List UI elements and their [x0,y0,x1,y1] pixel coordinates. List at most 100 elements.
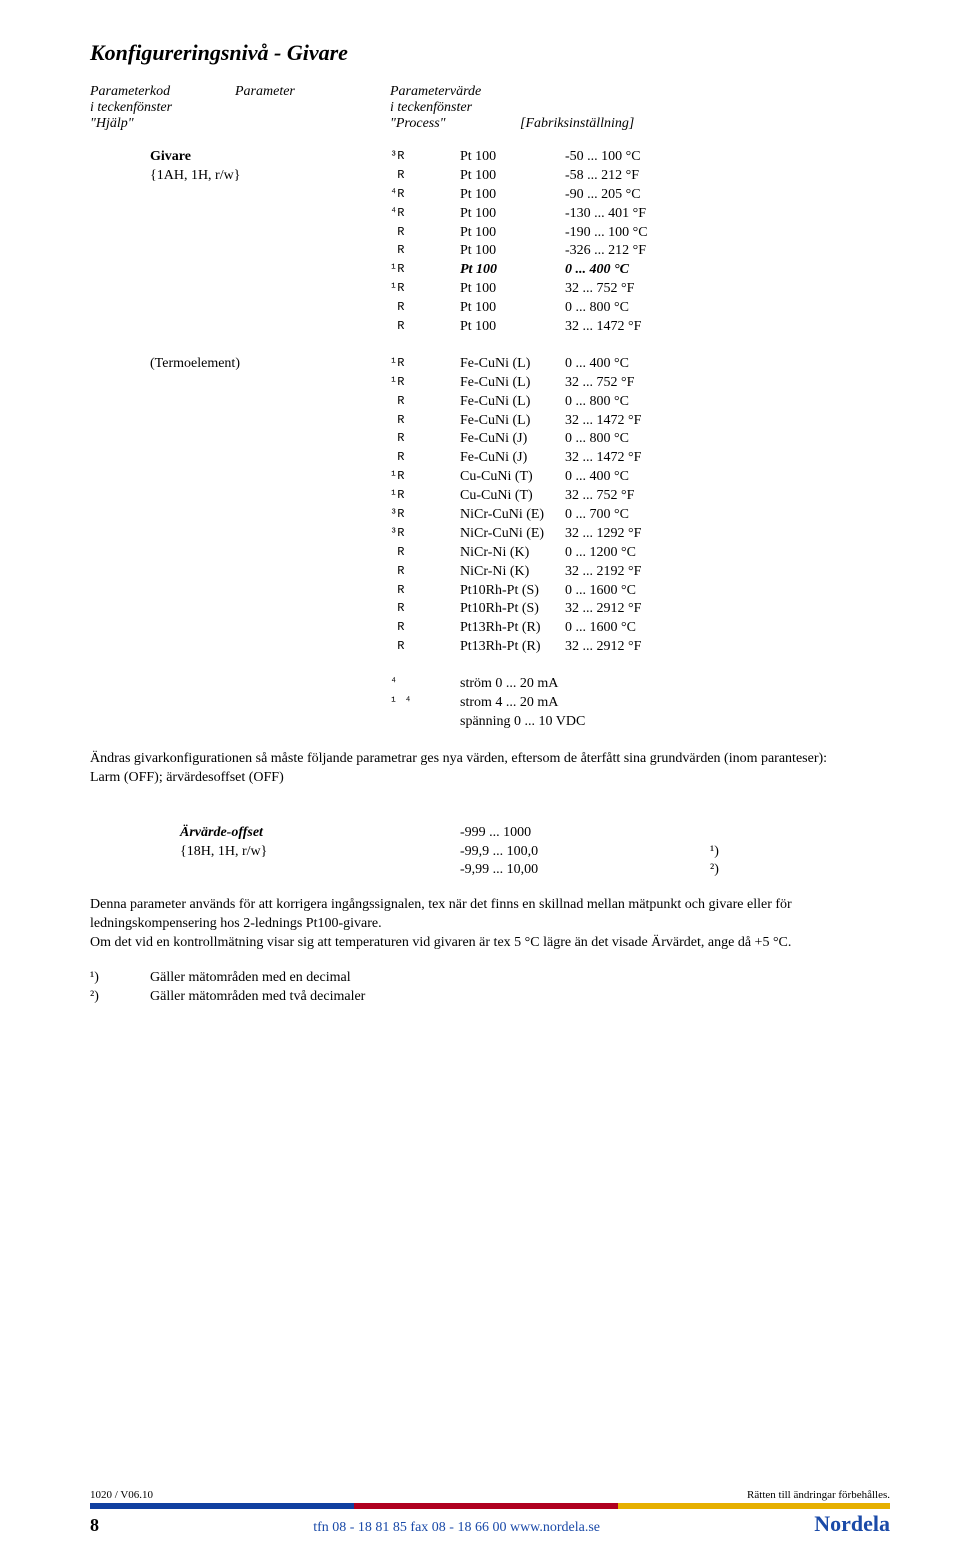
sensor-type: Pt10Rh-Pt (S) [460,582,565,601]
sensor-type: Pt 100 [460,242,565,261]
param-name [150,430,390,449]
range: 0 ... 1600 °C [565,582,636,601]
sensor-type: NiCr-Ni (K) [460,563,565,582]
sensor-type: Cu-CuNi (T) [460,487,565,506]
range: 0 ... 1200 °C [565,544,636,563]
header-paramkod: Parameterkod [90,84,235,100]
range: -58 ... 212 °F [565,167,639,186]
givare-row: R Pt 100 -326 ... 212 °F [150,242,890,261]
termo-row: R Pt13Rh-Pt (R) 0 ... 1600 °C [150,619,890,638]
footer-contact: tfn 08 - 18 81 85 fax 08 - 18 66 00 www.… [313,1520,600,1536]
code-cell: R [390,318,460,337]
code-cell: R [390,449,460,468]
offset-note: ²) [710,861,719,880]
offset-paragraph: Denna parameter används för att korriger… [90,896,890,953]
range: -50 ... 100 °C [565,148,641,167]
code-cell: ¹R [390,468,460,487]
code-cell: R [390,299,460,318]
code-cell: R [390,412,460,431]
param-name [150,186,390,205]
termo-row: ³R NiCr-CuNi (E) 32 ... 1292 °F [150,525,890,544]
signal-row: ⁴ ström 0 ... 20 mA [150,675,890,694]
offset-range: -99,9 ... 100,0 [460,843,710,862]
footer-page-number: 8 [90,1515,99,1536]
sensor-type: Pt 100 [460,280,565,299]
sensor-type: Pt 100 [460,167,565,186]
footer-docid: 1020 / V06.10 [90,1489,153,1501]
page-footer: 1020 / V06.10 Rätten till ändringar förb… [0,1489,960,1557]
signal-row: spänning 0 ... 10 VDC [150,713,890,732]
code-cell: ¹R [390,280,460,299]
range: -326 ... 212 °F [565,242,646,261]
footnote: ¹) Gäller mätområden med en decimal [90,969,890,988]
range: 0 ... 800 °C [565,430,629,449]
termo-row: R NiCr-Ni (K) 32 ... 2192 °F [150,563,890,582]
code-cell: ⁴R [390,186,460,205]
termo-row: R Fe-CuNi (J) 32 ... 1472 °F [150,449,890,468]
signal-text: ström 0 ... 20 mA [460,675,558,694]
sensor-type: Fe-CuNi (L) [460,355,565,374]
note-paragraph: Ändras givarkonfigurationen så måste föl… [90,750,890,788]
sensor-type: Fe-CuNi (J) [460,449,565,468]
range: 0 ... 400 °C [565,355,629,374]
sensor-type: Fe-CuNi (J) [460,430,565,449]
code-cell: R [390,563,460,582]
offset-row: {18H, 1H, r/w} -99,9 ... 100,0 ¹) [180,843,890,862]
givare-row: R Pt 100 32 ... 1472 °F [150,318,890,337]
code-cell: ³R [390,525,460,544]
offset-range: -9,99 ... 10,00 [460,861,710,880]
header-paramkod-3: "Hjälp" [90,116,235,132]
signal-text: strom 4 ... 20 mA [460,694,558,713]
givare-row: ⁴R Pt 100 -130 ... 401 °F [150,205,890,224]
footnotes: ¹) Gäller mätområden med en decimal ²) G… [90,969,890,1007]
code-cell: R [390,430,460,449]
offset-range: -999 ... 1000 [460,824,710,843]
header-paramkod-2: i teckenfönster [90,100,235,116]
code-cell: ⁴ [390,675,460,694]
sensor-type: Pt 100 [460,148,565,167]
param-name [150,261,390,280]
header-paramvarde-2: i teckenfönster [390,100,520,116]
footer-rights: Rätten till ändringar förbehålles. [747,1489,890,1501]
param-name [150,374,390,393]
header-paramvarde-3: "Process" [390,116,520,132]
code-cell: ¹R [390,487,460,506]
sensor-type: Pt 100 [460,186,565,205]
param-name [150,544,390,563]
offset-row: Ärvärde-offset -999 ... 1000 [180,824,890,843]
param-name [150,468,390,487]
range: -190 ... 100 °C [565,224,648,243]
sensor-type: Pt10Rh-Pt (S) [460,600,565,619]
sensor-type: Pt 100 [460,224,565,243]
termo-row: R NiCr-Ni (K) 0 ... 1200 °C [150,544,890,563]
param-name [150,449,390,468]
footer-logo: Nordela [814,1511,890,1537]
code-cell [390,713,460,732]
termo-row: R Fe-CuNi (L) 0 ... 800 °C [150,393,890,412]
givare-row: ¹R Pt 100 32 ... 752 °F [150,280,890,299]
signals-block: ⁴ ström 0 ... 20 mA ¹ ⁴ strom 4 ... 20 m… [150,675,890,732]
page-title: Konfigureringsnivå - Givare [90,40,890,66]
param-name [150,393,390,412]
header-paramvarde: Parametervärde [390,84,520,100]
param-name: (Termoelement) [150,355,390,374]
code-cell: R [390,224,460,243]
code-cell: R [390,638,460,657]
offset-row: -9,99 ... 10,00 ²) [180,861,890,880]
param-name [150,563,390,582]
param-name [150,487,390,506]
column-headers: Parameterkod i teckenfönster "Hjälp" Par… [90,84,890,132]
termo-row: R Pt10Rh-Pt (S) 32 ... 2912 °F [150,600,890,619]
givare-row: ⁴R Pt 100 -90 ... 205 °C [150,186,890,205]
footnote: ²) Gäller mätområden med två decimaler [90,988,890,1007]
range: 32 ... 1292 °F [565,525,641,544]
range: -130 ... 401 °F [565,205,646,224]
termo-row: ¹R Cu-CuNi (T) 32 ... 752 °F [150,487,890,506]
param-name [150,224,390,243]
range: 32 ... 2912 °F [565,600,641,619]
givare-row: R Pt 100 -190 ... 100 °C [150,224,890,243]
param-name [150,205,390,224]
code-cell: R [390,393,460,412]
footnote-sup: ¹) [90,969,150,988]
range: 0 ... 400 °C [565,468,629,487]
